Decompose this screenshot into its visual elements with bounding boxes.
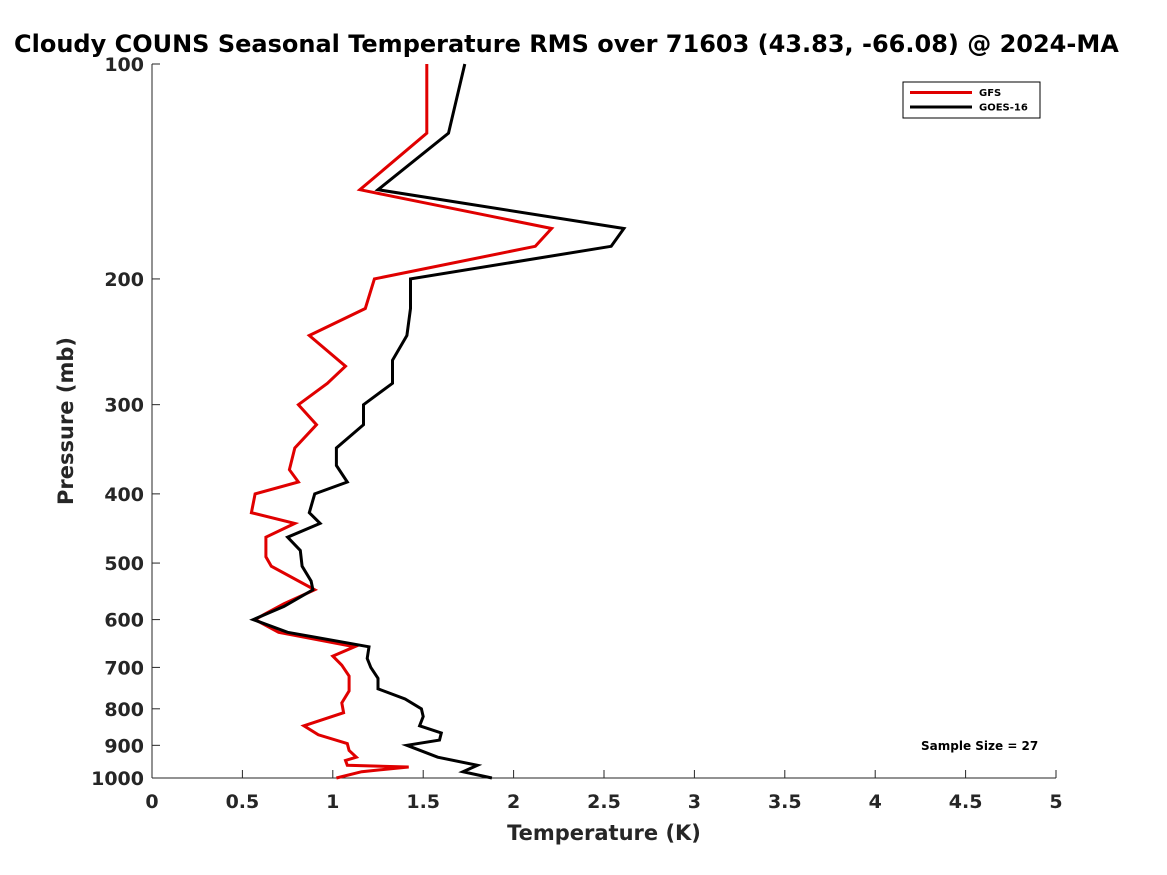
series-line-goes-16 <box>249 63 627 780</box>
series-line-gfs <box>249 64 555 780</box>
x-tick-label: 1 <box>326 791 339 813</box>
y-tick-label: 100 <box>104 54 144 76</box>
x-axis-ticks: 0 0.5 1 1.5 2 2.5 3 3.5 4 4.5 5 <box>145 770 1063 813</box>
x-tick-label: 3.5 <box>768 791 802 813</box>
y-tick-label: 500 <box>104 553 144 575</box>
legend: GFS GOES-16 <box>902 81 1041 119</box>
x-tick-label: 5 <box>1049 791 1062 813</box>
x-tick-label: 0.5 <box>226 791 260 813</box>
x-axis-label: Temperature (K) <box>507 821 701 845</box>
x-tick-label: 0 <box>145 791 158 813</box>
legend-label-gfs: GFS <box>979 88 1001 99</box>
x-tick-label: 4 <box>869 791 882 813</box>
y-tick-label: 700 <box>104 657 144 679</box>
y-tick-label: 400 <box>104 484 144 506</box>
x-tick-label: 2.5 <box>587 791 621 813</box>
x-tick-label: 2 <box>507 791 520 813</box>
series-lines <box>249 63 627 780</box>
y-tick-label: 900 <box>104 735 144 757</box>
x-tick-label: 4.5 <box>949 791 983 813</box>
x-tick-label: 1.5 <box>406 791 440 813</box>
y-tick-label: 300 <box>104 395 144 417</box>
y-tick-label: 600 <box>104 610 144 632</box>
sample-size-annotation: Sample Size = 27 <box>921 739 1038 753</box>
x-tick-label: 3 <box>688 791 701 813</box>
y-axis-label: Pressure (mb) <box>54 337 78 505</box>
y-tick-label: 200 <box>104 269 144 291</box>
legend-box <box>902 81 1041 119</box>
chart-title: Cloudy COUNS Seasonal Temperature RMS ov… <box>14 30 1119 58</box>
legend-label-goes-16: GOES-16 <box>979 103 1028 114</box>
y-axis-ticks: 100 200 300 400 500 600 700 800 900 1000 <box>91 54 160 790</box>
y-tick-label: 800 <box>104 699 144 721</box>
y-tick-label: 1000 <box>91 768 144 790</box>
